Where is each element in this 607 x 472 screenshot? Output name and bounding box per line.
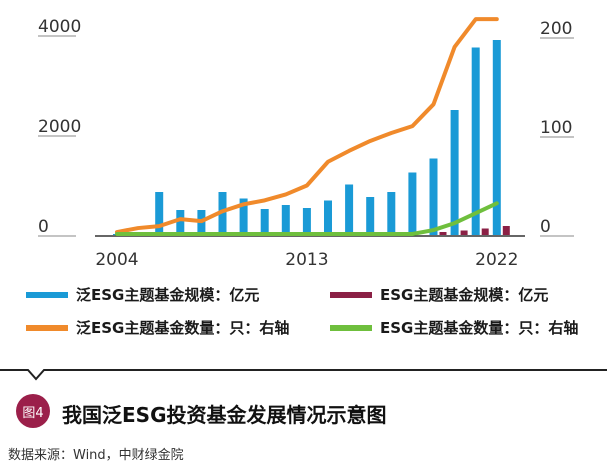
figure-title: 我国泛ESG投资基金发展情况示意图 — [62, 403, 387, 427]
bar-broad-esg-size — [155, 192, 164, 235]
x-tick-label: 2013 — [285, 250, 328, 270]
legend-swatch — [330, 324, 372, 331]
bar-broad-esg-size — [387, 192, 396, 235]
y-right-tick-label: 200 — [540, 19, 572, 39]
y-left-tick-label: 4000 — [38, 17, 81, 37]
x-tick-label: 2004 — [95, 250, 138, 270]
divider-line — [0, 369, 607, 381]
bar-broad-esg-size — [345, 184, 354, 235]
legend-label: 泛ESG主题基金数量：只：右轴 — [76, 319, 290, 337]
bar-broad-esg-size — [260, 209, 269, 235]
legend-swatch — [26, 324, 68, 331]
y-right-tick-label: 0 — [540, 217, 551, 237]
bar-broad-esg-size — [324, 200, 332, 235]
figure-number-badge: 图4 — [16, 394, 50, 428]
bar-broad-esg-size — [471, 47, 480, 235]
legend-item-broad-esg-fund-count: 泛ESG主题基金数量：只：右轴 — [26, 317, 289, 338]
bar-broad-esg-size — [408, 172, 417, 235]
bar-esg-size — [481, 228, 489, 235]
bar-esg-size — [460, 230, 468, 235]
legend-label: ESG主题基金数量：只：右轴 — [380, 319, 579, 337]
legend-item-esg-fund-size: ESG主题基金规模：亿元 — [330, 284, 548, 305]
bar-broad-esg-size — [450, 110, 459, 235]
bar-broad-esg-size — [366, 197, 375, 235]
bar-broad-esg-size — [281, 205, 290, 235]
legend-swatch — [330, 291, 372, 298]
legend-swatch — [26, 291, 68, 298]
line-esg-count — [115, 201, 499, 237]
bar-broad-esg-size — [429, 158, 438, 235]
bar-broad-esg-size — [218, 192, 227, 235]
y-left-tick-label: 0 — [38, 217, 49, 237]
bar-esg-size — [502, 226, 510, 235]
bar-broad-esg-size — [239, 198, 248, 235]
source-note: 数据来源：Wind，中财绿金院 — [8, 448, 184, 463]
legend-item-broad-esg-fund-size: 泛ESG主题基金规模：亿元 — [26, 284, 259, 305]
bar-esg-size — [439, 232, 447, 235]
bar-broad-esg-size — [302, 208, 311, 235]
legend-item-esg-fund-count: ESG主题基金数量：只：右轴 — [330, 317, 578, 338]
legend-label: 泛ESG主题基金规模：亿元 — [76, 286, 260, 304]
line-broad-esg-count — [115, 17, 499, 235]
chart-area: 0 2000 4000 0 100 200 2004 2013 2022 — [38, 17, 574, 270]
legend-label: ESG主题基金规模：亿元 — [380, 286, 549, 304]
x-tick-label: 2022 — [475, 250, 518, 270]
bar-broad-esg-size — [492, 40, 501, 235]
bar-broad-esg-size — [176, 210, 185, 235]
y-left-tick-label: 2000 — [38, 117, 81, 137]
y-right-tick-label: 100 — [540, 118, 572, 138]
